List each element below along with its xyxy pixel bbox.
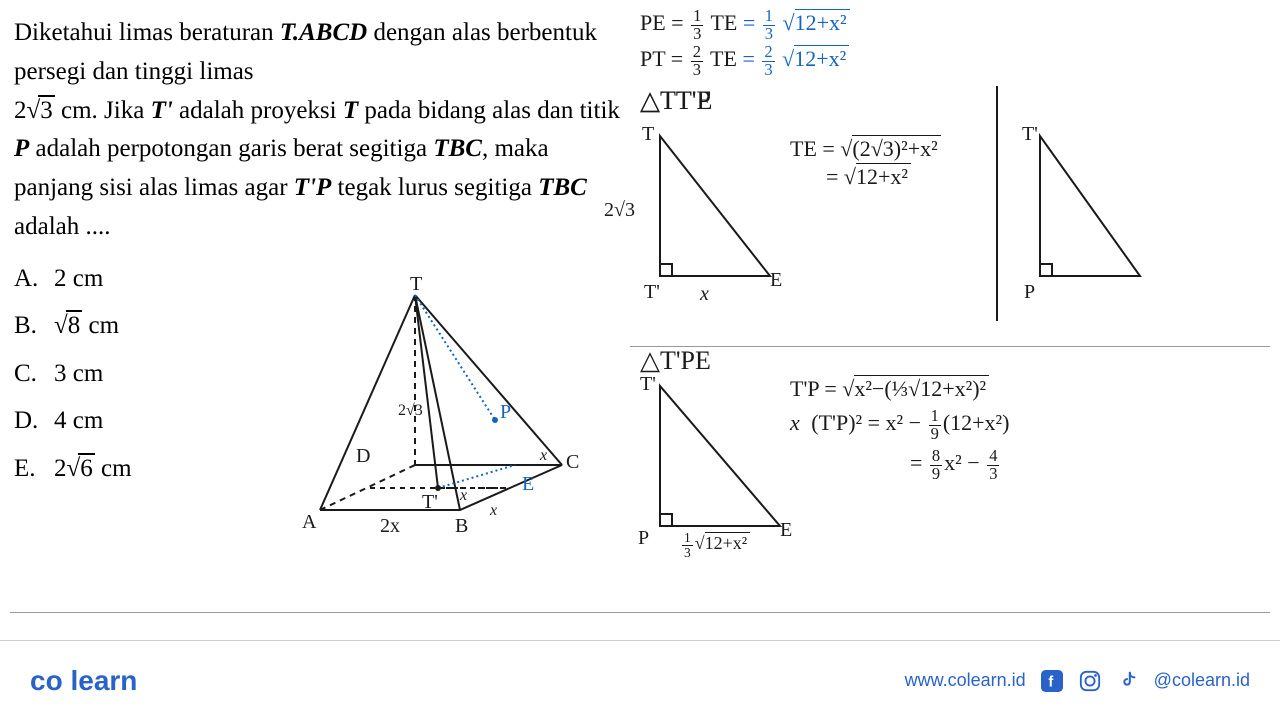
text: adalah .... xyxy=(14,213,110,240)
svg-text:T: T xyxy=(642,123,654,145)
footer: co learn www.colearn.id f @colearn.id xyxy=(0,640,1280,720)
sqrt-icon: 12+x² xyxy=(695,533,750,554)
bottom-divider xyxy=(10,612,1270,613)
facebook-icon: f xyxy=(1040,669,1064,693)
text: cm. Jika xyxy=(55,97,151,124)
svg-text:P: P xyxy=(1024,281,1035,303)
text: tegak lurus segitiga xyxy=(331,174,538,201)
option-value: 8 cm xyxy=(54,302,119,350)
option-letter: B. xyxy=(14,302,54,350)
label-P: P xyxy=(500,401,511,423)
label-E: E xyxy=(522,473,534,495)
label-T: T xyxy=(410,273,422,295)
label-2x: 2x xyxy=(380,515,400,537)
label-A: A xyxy=(302,511,317,533)
vertical-divider xyxy=(996,86,998,321)
option-letter: A. xyxy=(14,255,54,303)
sqrt-icon: 12+x² xyxy=(782,46,849,72)
text: pada bidang alas dan titik xyxy=(358,97,620,124)
instagram-icon xyxy=(1078,669,1102,693)
height-coef: 2 xyxy=(14,97,27,124)
TpP: T'P xyxy=(294,174,332,201)
sqrt-3: 3 xyxy=(27,92,55,131)
footer-handle: @colearn.id xyxy=(1154,670,1250,691)
svg-text:2√3: 2√3 xyxy=(604,199,635,221)
option-value: 4 cm xyxy=(54,397,103,445)
tiktok-icon xyxy=(1116,669,1140,693)
TBC: TBC xyxy=(433,135,482,162)
label-x: x xyxy=(459,487,467,504)
tp-derivation: T'P = x²−(⅓√12+x²)² x (T'P)² = x² − 19(1… xyxy=(790,376,1009,484)
option-value: 3 cm xyxy=(54,350,103,398)
label-B: B xyxy=(455,515,468,537)
sqrt-icon: 12+x² xyxy=(844,164,911,190)
problem-text: Diketahui limas beraturan T.ABCD dengan … xyxy=(14,14,622,247)
triangle-tte-diagram: T T' E 2√3 x xyxy=(640,126,790,306)
svg-text:E: E xyxy=(770,269,782,291)
option-letter: E. xyxy=(14,445,54,493)
option-letter: C. xyxy=(14,350,54,398)
svg-text:T': T' xyxy=(1022,123,1038,145)
label-C: C xyxy=(566,451,579,473)
text: adalah perpotongan garis berat segitiga xyxy=(29,135,433,162)
sqrt-icon: (2√3)²+x² xyxy=(840,136,940,162)
P: P xyxy=(14,135,29,162)
svg-text:E: E xyxy=(780,519,792,541)
label-Tp: T' xyxy=(422,491,438,513)
pyramid-name: T.ABCD xyxy=(280,19,367,46)
svg-text:T': T' xyxy=(640,373,656,395)
label-D: D xyxy=(356,445,370,467)
tpe-base-label: 1312+x² xyxy=(680,531,750,559)
triangle-ttp-diagram: T' P xyxy=(1020,126,1150,296)
te-derivation: TE = (2√3)²+x² = 12+x² xyxy=(790,136,941,192)
text: adalah proyeksi xyxy=(173,97,343,124)
pyramid-diagram: T A B C D T' 2√3 2x x x x P E xyxy=(300,290,600,550)
working-column: PE = 13 TE = 13 12+x² PT = 23 TE = 23 12… xyxy=(640,8,1270,378)
label-height: 2√3 xyxy=(398,402,423,419)
option-value: 26 cm xyxy=(54,445,132,493)
svg-text:P: P xyxy=(638,527,649,549)
triangle-tpe-label: △T'PE xyxy=(640,346,1270,376)
brand-logo: co learn xyxy=(30,665,137,697)
svg-text:f: f xyxy=(1048,674,1053,690)
pt-equation: PT = 23 TE = 23 12+x² xyxy=(640,44,1270,78)
footer-url: www.colearn.id xyxy=(905,670,1026,691)
pe-equation: PE = 13 TE = 13 12+x² xyxy=(640,8,1270,42)
sqrt-icon: x²−(⅓√12+x²)² xyxy=(842,376,989,402)
option-letter: D. xyxy=(14,397,54,445)
svg-text:T': T' xyxy=(644,281,660,303)
label-x: x xyxy=(539,447,547,464)
svg-text:x: x xyxy=(699,283,709,305)
triangle-ttp-label: △TT'P xyxy=(640,86,711,116)
footer-links: www.colearn.id f @colearn.id xyxy=(905,669,1250,693)
sqrt-icon: 12+x² xyxy=(783,10,850,36)
text: Diketahui limas beraturan xyxy=(14,19,280,46)
T: T xyxy=(343,97,358,124)
label-x: x xyxy=(489,502,497,519)
sqrt-icon: 8 xyxy=(54,302,82,350)
TBC2: TBC xyxy=(538,174,587,201)
t-prime: T' xyxy=(151,97,173,124)
option-value: 2 cm xyxy=(54,255,103,303)
sqrt-icon: 6 xyxy=(67,445,95,493)
